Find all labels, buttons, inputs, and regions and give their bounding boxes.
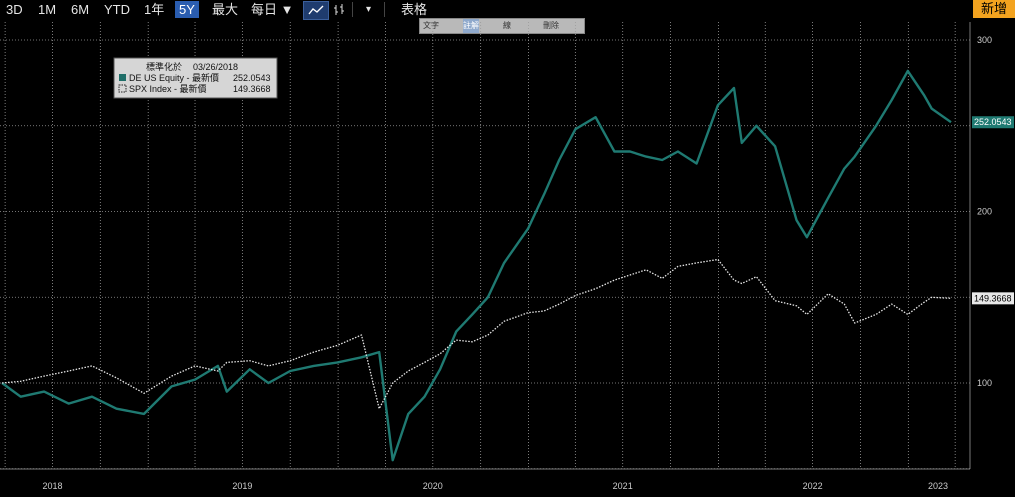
- tick-labels: 100 200 300 2018 2019 2020 2021 2022 2023: [42, 35, 992, 491]
- series-layer: [1, 69, 952, 462]
- x-tick-label: 2022: [803, 481, 823, 491]
- bar-chart-icon[interactable]: [332, 1, 346, 18]
- legend-swatch-dotted: [118, 84, 127, 93]
- last-value-tags: 252.0543 149.3668: [972, 116, 1014, 305]
- last-value-tag: [972, 292, 1014, 305]
- x-tick-label: 2020: [423, 481, 443, 491]
- x-tick-label: 2018: [42, 481, 62, 491]
- period-3d-button[interactable]: 3D: [6, 2, 23, 17]
- toolbar-divider: [384, 2, 385, 17]
- y-tick-label: 100: [977, 378, 992, 388]
- x-tick-label: 2021: [613, 481, 633, 491]
- new-button[interactable]: 新增: [973, 0, 1015, 18]
- series-line-spx: [1, 258, 952, 410]
- last-value-tag-label: 252.0543: [974, 117, 1012, 127]
- last-value-tag-label: 149.3668: [974, 293, 1012, 303]
- legend-normalized-date: 03/26/2018: [193, 62, 238, 72]
- annotation-line-tool[interactable]: 線: [503, 21, 511, 30]
- period-ytd-button[interactable]: YTD: [104, 2, 130, 17]
- legend-entry-name: DE US Equity - 最新價: [129, 72, 219, 83]
- annotation-delete-tool[interactable]: 刪除: [543, 21, 559, 30]
- frequency-label: 每日: [251, 2, 278, 17]
- table-button[interactable]: 表格: [401, 2, 428, 17]
- annotation-text-tool[interactable]: 文字: [423, 21, 439, 30]
- x-tick-label: 2019: [232, 481, 252, 491]
- series-line-de: [1, 69, 952, 462]
- legend-normalized-label: 標準化於: [146, 61, 182, 72]
- legend-entry-value: 149.3668: [233, 84, 271, 94]
- chart-toolbar: 3D 1M 6M YTD 1年 5Y 最大 每日 ▼ ▾ 表格 新增: [0, 0, 1015, 20]
- frequency-dropdown[interactable]: 每日 ▼: [251, 1, 294, 18]
- x-tick-label: 2023: [928, 481, 948, 491]
- period-6m-button[interactable]: 6M: [71, 2, 90, 17]
- y-tick-label: 200: [977, 207, 992, 217]
- annotation-note-tool[interactable]: 註解: [463, 19, 479, 33]
- period-5y-button[interactable]: 5Y: [175, 1, 199, 18]
- period-1y-button[interactable]: 1年: [144, 2, 165, 17]
- legend-box: 標準化於 03/26/2018 DE US Equity - 最新價 252.0…: [113, 57, 278, 99]
- toolbar-divider: [352, 2, 353, 17]
- y-tick-label: 300: [977, 35, 992, 45]
- line-chart-icon[interactable]: [303, 1, 329, 20]
- legend-entry-value: 252.0543: [233, 73, 271, 83]
- chevron-down-icon: ▼: [280, 2, 294, 17]
- chevron-down-icon[interactable]: ▾: [366, 4, 372, 15]
- period-max-button[interactable]: 最大: [212, 2, 239, 17]
- period-1m-button[interactable]: 1M: [38, 2, 57, 17]
- legend-swatch-solid: [119, 74, 126, 81]
- last-value-tag: [972, 116, 1014, 129]
- legend-entry-name: SPX Index - 最新價: [129, 83, 207, 94]
- annotation-toolbar: 文字 註解 線 刪除: [419, 18, 585, 34]
